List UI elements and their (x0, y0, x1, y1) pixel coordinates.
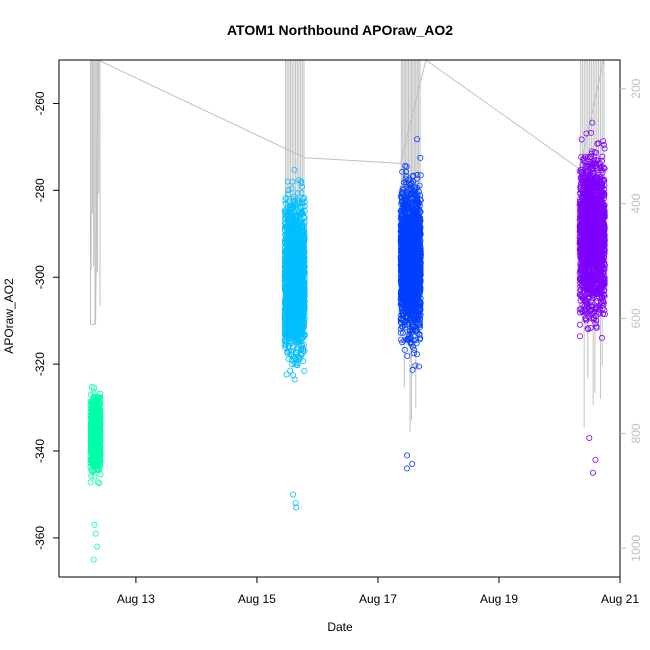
data-point (283, 371, 290, 378)
data-point (90, 456, 97, 463)
series-2 (281, 166, 308, 511)
data-point (87, 479, 94, 486)
data-point (289, 491, 296, 498)
data-point (94, 543, 101, 550)
data-point (90, 424, 97, 431)
data-point (93, 466, 100, 473)
data-point (90, 556, 97, 563)
data-point (94, 408, 101, 415)
data-point (91, 473, 98, 480)
data-point (97, 459, 104, 466)
data-point (97, 471, 104, 478)
data-point (294, 190, 301, 197)
data-point (89, 403, 96, 410)
data-point (576, 321, 583, 328)
data-point (95, 420, 102, 427)
data-point (401, 346, 408, 353)
data-point (88, 441, 95, 448)
data-point (93, 456, 100, 463)
data-point (94, 423, 101, 430)
data-point (88, 435, 95, 442)
data-point (298, 190, 305, 197)
depth-line (90, 60, 605, 325)
data-point (409, 460, 416, 467)
data-point (91, 521, 98, 528)
data-point (403, 465, 410, 472)
data-point (88, 438, 95, 445)
data-point (96, 423, 103, 430)
data-point (96, 480, 103, 487)
data-point (97, 434, 104, 441)
data-point (88, 383, 95, 390)
data-point (301, 367, 308, 374)
data-point (97, 457, 104, 464)
series-4 (576, 119, 608, 476)
series-1 (87, 383, 104, 563)
chart-title: ATOM1 Northbound APOraw_AO2 (227, 22, 453, 38)
data-point (404, 452, 411, 459)
data-point (415, 363, 422, 370)
data-point (88, 422, 95, 429)
data-point (93, 432, 100, 439)
data-point (92, 396, 99, 403)
data-point (95, 479, 102, 486)
data-point (93, 414, 100, 421)
data-point (92, 530, 99, 537)
data-point (413, 351, 420, 358)
data-point (96, 440, 103, 447)
data-point (97, 399, 104, 406)
data-point (89, 445, 96, 452)
data-point (92, 450, 99, 457)
data-point (404, 352, 411, 359)
data-point (409, 366, 416, 373)
data-point (601, 145, 608, 152)
plot-area (87, 60, 608, 563)
